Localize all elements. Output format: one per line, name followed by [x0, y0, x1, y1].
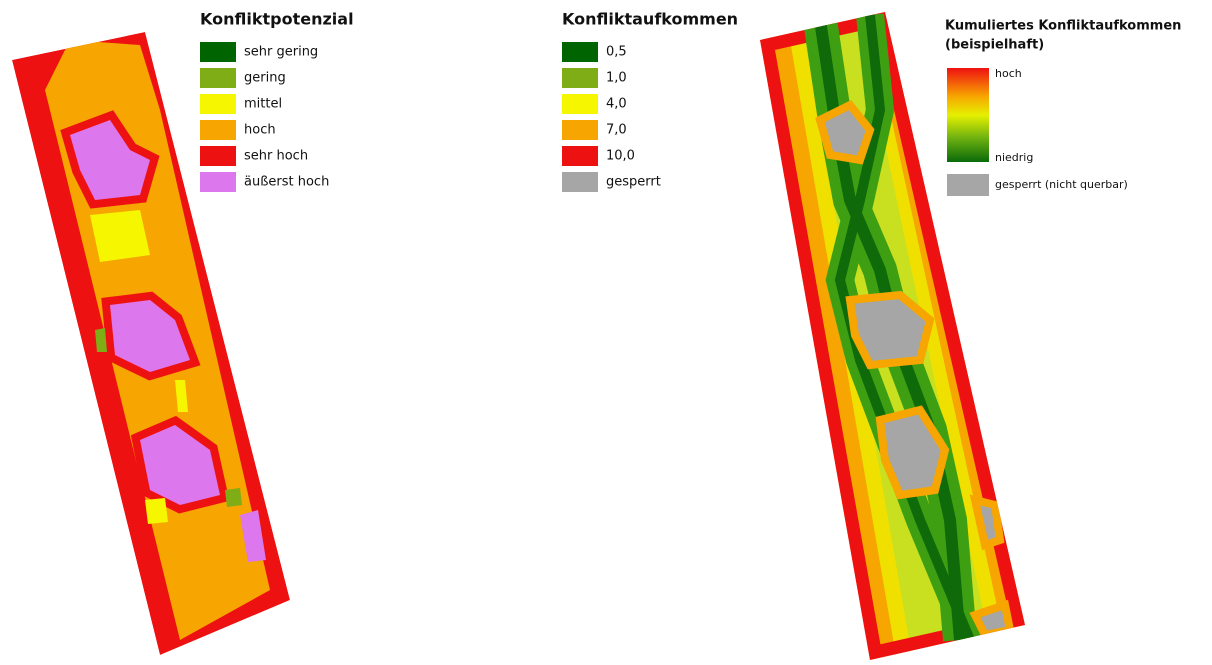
- legend-label: äußerst hoch: [244, 175, 329, 190]
- legend-swatch: [200, 172, 236, 192]
- map-ring: [483, 300, 563, 372]
- figure: Konfliktpotenzial sehr gering gering mittel…: [0, 0, 1212, 661]
- legend-swatch: [200, 42, 236, 62]
- legend-label: mittel: [244, 97, 282, 112]
- legend-label: 4,0: [606, 97, 627, 112]
- map-ring: [443, 120, 523, 200]
- legend-label: hoch: [995, 67, 1022, 80]
- map-region: [95, 328, 107, 352]
- legend-label: 1,0: [606, 71, 627, 86]
- legend-label: sehr gering: [244, 45, 318, 60]
- map-region: [90, 210, 150, 262]
- legend-swatch: [947, 174, 989, 196]
- legend-swatch: [562, 94, 598, 114]
- map-region: [518, 498, 541, 524]
- legend-swatch: [200, 68, 236, 88]
- map-region: [468, 328, 480, 352]
- legend-label: gering: [244, 71, 286, 86]
- legend-swatch: [562, 120, 598, 140]
- map-region: [598, 488, 615, 507]
- legend-label: sehr hoch: [244, 149, 308, 164]
- legend-title: Kumuliertes Konfliktaufkommen: [945, 19, 1181, 34]
- legend-label: gesperrt (nicht querbar): [995, 178, 1128, 191]
- legend-label: 7,0: [606, 123, 627, 138]
- map-region: [613, 510, 639, 562]
- legend-swatch: [200, 146, 236, 166]
- map-region: [513, 425, 593, 505]
- legend-swatch: [200, 94, 236, 114]
- legend-title: Konfliktpotenzial: [200, 10, 354, 29]
- legend-title: (beispielhaft): [945, 38, 1044, 53]
- legend-swatch: [562, 68, 598, 88]
- legend-label: niedrig: [995, 151, 1033, 164]
- legend-gradient: [947, 68, 989, 162]
- map-region: [145, 498, 168, 524]
- legend-title: Konfliktaufkommen: [562, 10, 738, 29]
- map-region: [548, 380, 561, 412]
- legends: Konfliktpotenzial sehr gering gering mittel…: [200, 10, 1181, 197]
- legend-label: 10,0: [606, 149, 635, 164]
- legend-swatch: [562, 172, 598, 192]
- map-region: [483, 300, 563, 372]
- legend-label: hoch: [244, 123, 276, 138]
- legend-swatch: [200, 120, 236, 140]
- legend-swatch: [562, 146, 598, 166]
- map-region: [225, 488, 242, 507]
- map-region: [463, 210, 523, 262]
- legend-label: gesperrt: [606, 175, 661, 190]
- legend-swatch: [562, 42, 598, 62]
- map-region: [443, 120, 523, 200]
- map-ring: [513, 425, 593, 505]
- legend-label: 0,5: [606, 45, 627, 60]
